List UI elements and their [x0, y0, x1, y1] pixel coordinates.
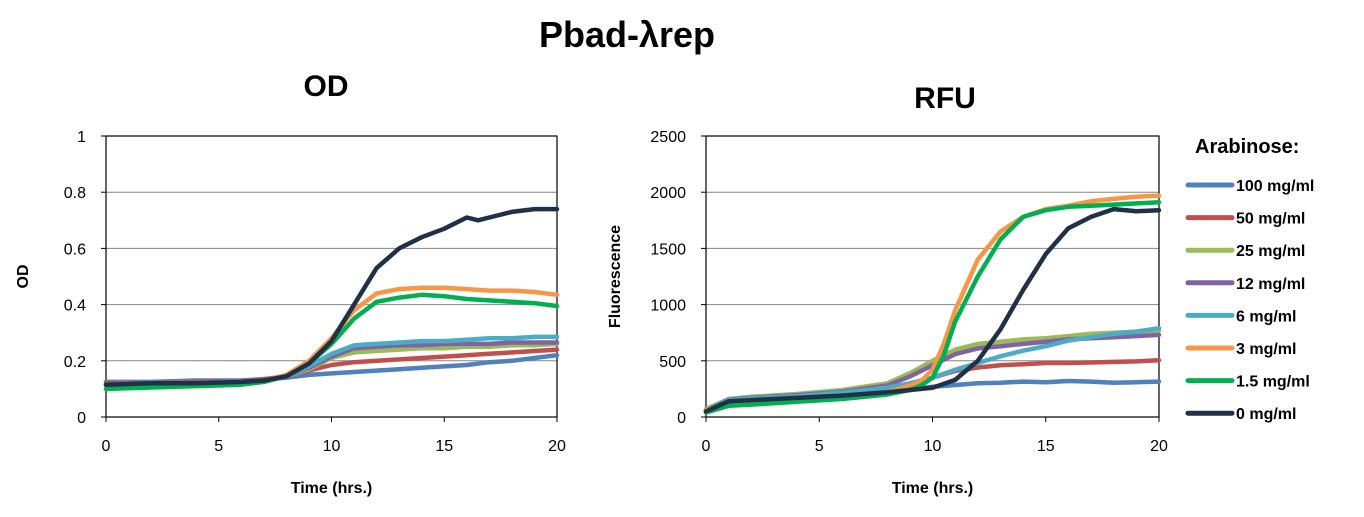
legend-title: Arabinose: [1195, 136, 1299, 158]
chart-title: OD [304, 70, 349, 103]
x-tick-label: 15 [435, 438, 453, 455]
legend-label: 6 mg/ml [1236, 308, 1296, 325]
x-axis-label: Time (hrs.) [291, 480, 373, 497]
x-axis-label: Time (hrs.) [892, 480, 974, 497]
x-tick-label: 5 [214, 438, 223, 455]
y-tick-label: 1 [77, 129, 86, 146]
legend-label: 12 mg/ml [1236, 276, 1305, 293]
legend-label: 1.5 mg/ml [1236, 374, 1310, 391]
series-line [703, 200, 1162, 415]
legend-label: 25 mg/ml [1236, 243, 1305, 260]
series-line [103, 292, 560, 392]
x-tick-label: 15 [1037, 438, 1055, 455]
y-tick-label: 0.6 [64, 241, 86, 258]
y-axis-label: Fluorescence [607, 225, 624, 328]
x-tick-label: 0 [702, 438, 711, 455]
x-tick-label: 20 [1150, 438, 1168, 455]
y-tick-label: 1000 [650, 298, 686, 315]
x-tick-label: 0 [102, 438, 111, 455]
legend-label: 100 mg/ml [1236, 178, 1314, 195]
y-tick-label: 2500 [650, 129, 686, 146]
y-tick-label: 0.4 [64, 298, 86, 315]
legend-label: 0 mg/ml [1236, 406, 1296, 423]
rfu-chart: RFU 0 500 1000 1500 2000 2500 0 5 10 15 20 Time (hrs… [607, 82, 1168, 497]
legend-label: 3 mg/ml [1236, 341, 1296, 358]
figure-title: Pbad-λrep [538, 14, 716, 55]
y-tick-label: 500 [659, 354, 686, 371]
series-line [703, 206, 1162, 414]
y-tick-label: 1500 [650, 241, 686, 258]
y-axis-label: OD [15, 265, 32, 289]
chart-title: RFU [914, 82, 976, 115]
series-line [103, 206, 560, 387]
x-tick-label: 10 [924, 438, 942, 455]
x-tick-label: 20 [548, 438, 566, 455]
y-tick-label: 0.2 [64, 354, 86, 371]
x-tick-label: 5 [815, 438, 824, 455]
y-tick-label: 0 [677, 410, 686, 427]
y-tick-label: 0 [77, 410, 86, 427]
x-tick-label: 10 [323, 438, 341, 455]
y-tick-label: 2000 [650, 185, 686, 202]
legend: Arabinose: 100 mg/ml 50 mg/ml 25 mg/ml 12 mg… [1185, 136, 1314, 423]
y-tick-label: 0.8 [64, 185, 86, 202]
legend-label: 50 mg/ml [1236, 211, 1305, 228]
